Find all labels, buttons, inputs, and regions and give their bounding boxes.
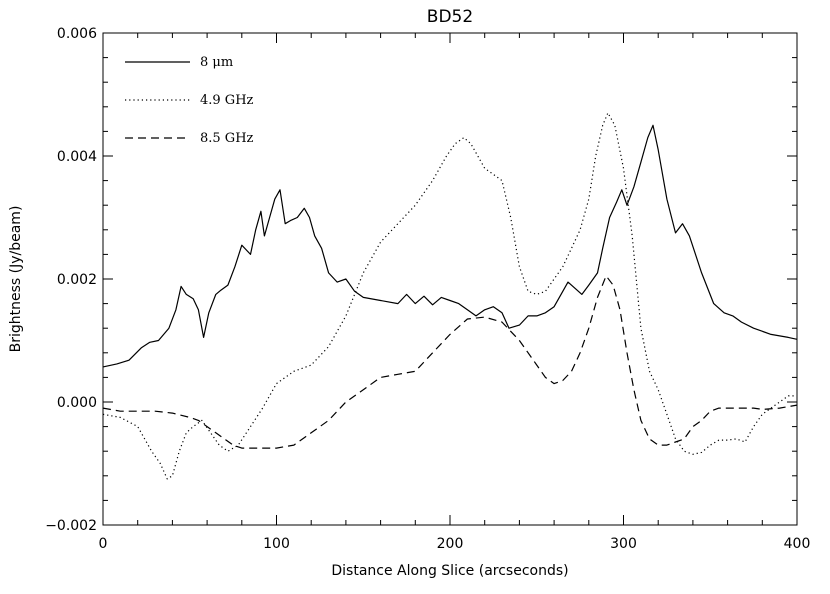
series-line-solid	[102, 124, 798, 368]
series-line-dotted	[102, 112, 797, 480]
x-tick-label: 100	[263, 536, 290, 552]
x-tick-label: 0	[99, 536, 108, 552]
x-axis-label: Distance Along Slice (arcseconds)	[331, 563, 568, 579]
chart-title: BD52	[427, 7, 473, 27]
series-layer	[102, 112, 798, 480]
y-axis-label: Brightness (Jy/beam)	[8, 206, 24, 353]
y-tick-label: −0.002	[45, 518, 97, 534]
y-tick-label: 0.000	[57, 395, 97, 411]
legend-label: 4.9 GHz	[200, 93, 254, 108]
x-tick-label: 400	[784, 536, 811, 552]
y-tick-label: 0.002	[57, 272, 97, 288]
x-tick-label: 300	[610, 536, 637, 552]
y-tick-label: 0.006	[57, 26, 97, 42]
y-tick-label: 0.004	[57, 149, 97, 165]
axis-ticks: 0 100 200 300 400 −0.002 0.000 0.002 0.004 0.006	[45, 26, 810, 552]
x-tick-label: 200	[437, 536, 464, 552]
legend: 8 μm 4.9 GHz 8.5 GHz	[125, 55, 254, 146]
series-line-dashed	[102, 275, 798, 449]
legend-label: 8.5 GHz	[200, 131, 254, 146]
legend-label: 8 μm	[200, 55, 233, 70]
